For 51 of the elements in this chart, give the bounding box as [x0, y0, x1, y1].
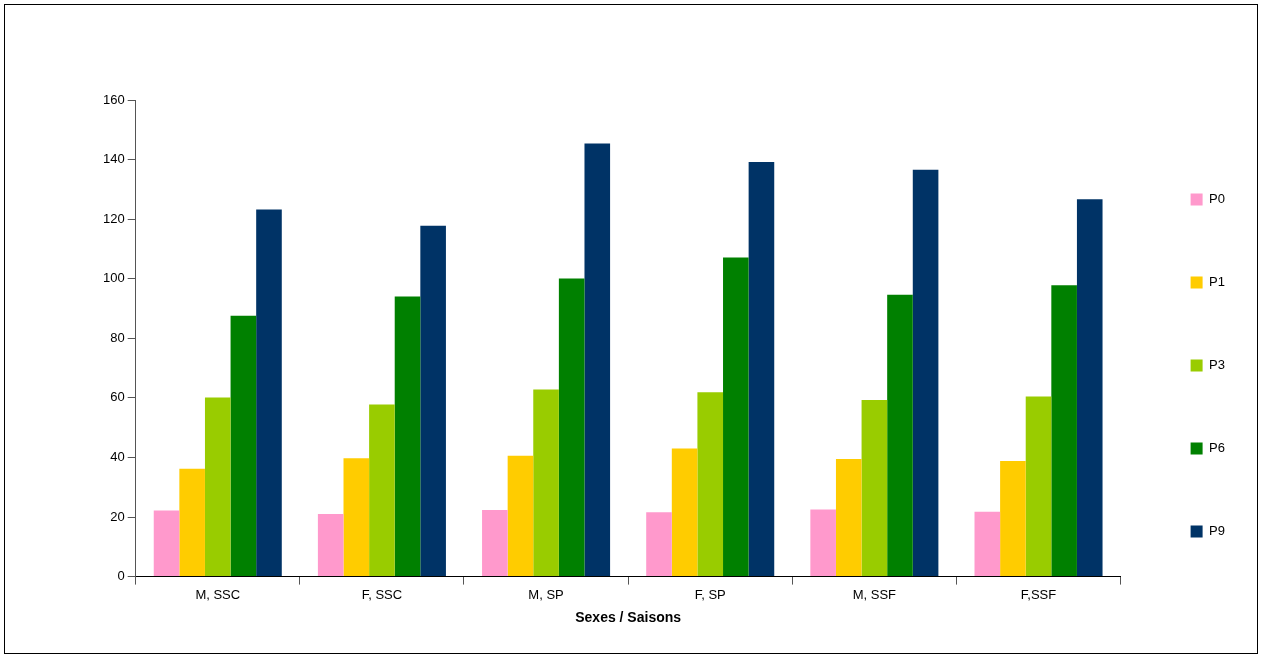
x-axis-title: Sexes / Saisons: [575, 609, 682, 626]
x-tick-label: F,SSF: [1020, 586, 1057, 602]
y-tick-label: 140: [102, 151, 125, 167]
bar: [584, 143, 611, 577]
bar: [887, 294, 913, 577]
bar: [974, 511, 1001, 577]
bar: [420, 225, 446, 577]
y-tick-label: 40: [110, 449, 125, 465]
y-tick-label: 60: [110, 389, 125, 405]
x-tick-label: M, SSF: [852, 586, 897, 602]
bar: [1000, 461, 1026, 577]
x-tick-label: F, SSC: [361, 586, 403, 602]
bar: [204, 397, 231, 577]
bar: [343, 458, 370, 577]
bar: [482, 509, 508, 577]
bar: [230, 315, 257, 577]
bar: [369, 404, 395, 577]
bar: [646, 512, 672, 577]
legend-label: P3: [1209, 357, 1226, 373]
y-tick-label: 120: [102, 210, 125, 226]
legend-label: P0: [1209, 191, 1226, 207]
bar: [179, 468, 205, 577]
bar: [153, 510, 180, 577]
y-tick-label: 100: [102, 270, 125, 286]
bar: [810, 509, 836, 577]
legend-label: P9: [1209, 523, 1226, 539]
bar: [558, 278, 585, 577]
y-tick-label: 160: [102, 91, 125, 107]
bar: [723, 257, 749, 577]
legend-label: P1: [1209, 274, 1226, 290]
bar: [507, 455, 534, 577]
bar: [1051, 285, 1077, 577]
legend-label: P6: [1209, 440, 1226, 456]
bar: [256, 209, 282, 577]
bar: [861, 399, 888, 577]
bar: [748, 161, 775, 577]
bar: [835, 458, 862, 577]
bar: [1025, 396, 1052, 577]
y-tick-label: 0: [117, 568, 125, 584]
bar: [671, 448, 698, 577]
x-tick-label: F, SP: [694, 586, 726, 602]
y-tick-label: 20: [110, 508, 125, 524]
y-tick-label: 80: [110, 329, 125, 345]
bar: [317, 514, 344, 577]
bar: [533, 389, 559, 577]
bar: [912, 169, 939, 577]
bar: [394, 296, 421, 577]
x-tick-label: M, SP: [528, 586, 564, 602]
bar: [697, 392, 724, 577]
x-tick-label: M, SSC: [195, 586, 241, 602]
bar: [1076, 199, 1103, 577]
